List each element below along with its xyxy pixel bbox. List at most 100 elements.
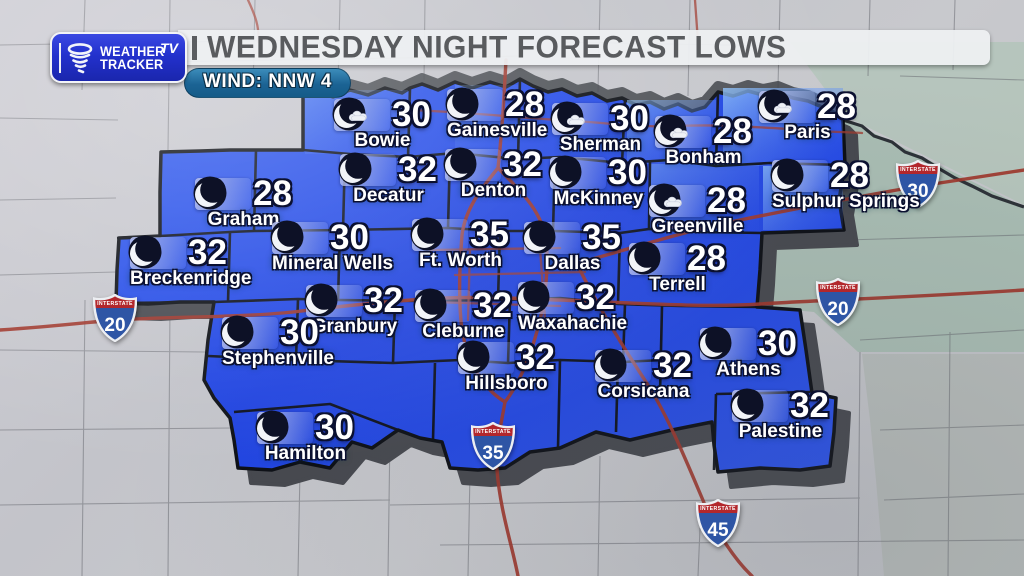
- city-label: Sherman: [559, 134, 642, 155]
- moon-icon: [220, 315, 254, 349]
- moon-icon: [698, 326, 732, 360]
- station-mineral-wells: 30 Mineral Wells: [270, 218, 394, 274]
- station-greenville: 28 Greenville: [647, 181, 746, 237]
- moon-icon: [338, 152, 372, 186]
- city-label: Graham: [207, 209, 280, 230]
- logo-line1: WEATHER: [100, 44, 165, 59]
- moon-cloud-icon: [653, 114, 688, 148]
- moon-icon: [730, 388, 764, 422]
- icon-badge: [548, 155, 606, 189]
- moon-icon: [627, 241, 661, 275]
- station-sulphur-springs: 28 Sulphur Springs: [770, 158, 920, 212]
- interstate-20-shield: INTERSTATE 20: [815, 277, 861, 331]
- icon-badge: [653, 114, 711, 148]
- interstate-45-shield: INTERSTATE 45: [695, 498, 741, 552]
- station-row: 30: [698, 324, 797, 363]
- station-row: 28: [445, 87, 544, 122]
- red-river: [842, 118, 1024, 209]
- city-label: Hamilton: [264, 443, 347, 464]
- station-palestine: 32 Palestine: [730, 388, 829, 442]
- station-row: 28: [653, 114, 752, 149]
- low-temp-value: 30: [758, 324, 797, 363]
- station-row: 32: [593, 348, 692, 383]
- icon-badge: [128, 235, 186, 269]
- icon-badge: [338, 152, 396, 186]
- station-stephenville: 30 Stephenville: [220, 315, 334, 369]
- icon-badge: [443, 147, 501, 181]
- city-label: McKinney: [553, 188, 644, 209]
- icon-badge: [698, 326, 756, 360]
- moon-icon: [413, 288, 447, 322]
- city-label: Dallas: [544, 253, 601, 274]
- station-row: 28: [757, 87, 856, 126]
- moon-icon: [410, 217, 444, 251]
- low-temp-value: 30: [330, 218, 369, 257]
- station-row: 32: [730, 388, 829, 423]
- city-label: Decatur: [353, 185, 424, 206]
- low-temp-value: 28: [707, 181, 746, 220]
- city-label: Palestine: [738, 421, 823, 442]
- low-temp-value: 32: [398, 150, 437, 189]
- station-graham: 28 Graham: [193, 174, 292, 230]
- svg-text:INTERSTATE: INTERSTATE: [475, 429, 511, 435]
- icon-badge: [304, 283, 362, 317]
- moon-cloud-icon: [647, 183, 682, 217]
- icon-badge: [410, 217, 468, 251]
- moon-cloud-icon: [757, 89, 792, 123]
- interstate-shield-icon: INTERSTATE 30: [895, 159, 941, 209]
- low-temp-value: 28: [253, 174, 292, 213]
- station-row: 32: [338, 150, 437, 189]
- city-label: Mineral Wells: [272, 253, 394, 274]
- station-mckinney: 30 McKinney: [548, 155, 647, 209]
- station-row: 28: [193, 174, 292, 213]
- station-cleburne: 32 Cleburne: [413, 286, 512, 342]
- city-label: Waxahachie: [518, 313, 628, 334]
- logo-text: WEATHER TRACKER: [100, 44, 169, 72]
- tornado-icon: [67, 42, 93, 73]
- city-label: Greenville: [651, 216, 744, 237]
- moon-icon: [548, 155, 582, 189]
- logo-line2: TRACKER: [100, 57, 164, 72]
- city-label: Denton: [460, 180, 527, 201]
- svg-text:20: 20: [104, 315, 125, 336]
- icon-badge: [193, 176, 251, 210]
- logo-divider: [59, 42, 61, 73]
- interstate-shield-icon: INTERSTATE 35: [470, 421, 516, 471]
- station-row: 32: [413, 286, 512, 325]
- city-label: Athens: [716, 359, 781, 380]
- station-denton: 32 Denton: [443, 147, 542, 201]
- icon-badge: [522, 220, 580, 254]
- station-row: 35: [410, 215, 509, 254]
- moon-icon: [128, 235, 162, 269]
- station-row: 30: [270, 218, 369, 257]
- station-row: 32: [443, 147, 542, 182]
- moon-icon: [193, 176, 227, 210]
- city-label: Stephenville: [222, 348, 334, 369]
- moon-icon: [443, 147, 477, 181]
- interstate-30-shield: INTERSTATE 30: [895, 159, 941, 213]
- station-row: 28: [647, 181, 746, 220]
- low-temp-value: 28: [817, 87, 856, 126]
- moon-cloud-icon: [332, 97, 367, 131]
- station-hamilton: 30 Hamilton: [255, 410, 354, 464]
- icon-badge: [593, 348, 651, 382]
- svg-text:INTERSTATE: INTERSTATE: [820, 285, 856, 291]
- low-temp-value: 35: [470, 215, 509, 254]
- icon-badge: [255, 410, 313, 444]
- city-label: Ft. Worth: [418, 250, 502, 271]
- moon-icon: [516, 280, 550, 314]
- station-breckenridge: 32 Breckenridge: [128, 235, 251, 289]
- low-temp-value: 32: [473, 286, 512, 325]
- station-sherman: 30 Sherman: [550, 101, 649, 155]
- moon-icon: [304, 283, 338, 317]
- low-temp-value: 30: [392, 95, 431, 134]
- svg-text:INTERSTATE: INTERSTATE: [97, 301, 133, 307]
- icon-badge: [332, 97, 390, 131]
- icon-badge: [647, 183, 705, 217]
- title-divider: [192, 35, 197, 60]
- icon-badge: [770, 158, 828, 192]
- icon-badge: [456, 340, 514, 374]
- station-gainesville: 28 Gainesville: [445, 87, 547, 141]
- interstate-shield-icon: INTERSTATE 20: [92, 293, 138, 343]
